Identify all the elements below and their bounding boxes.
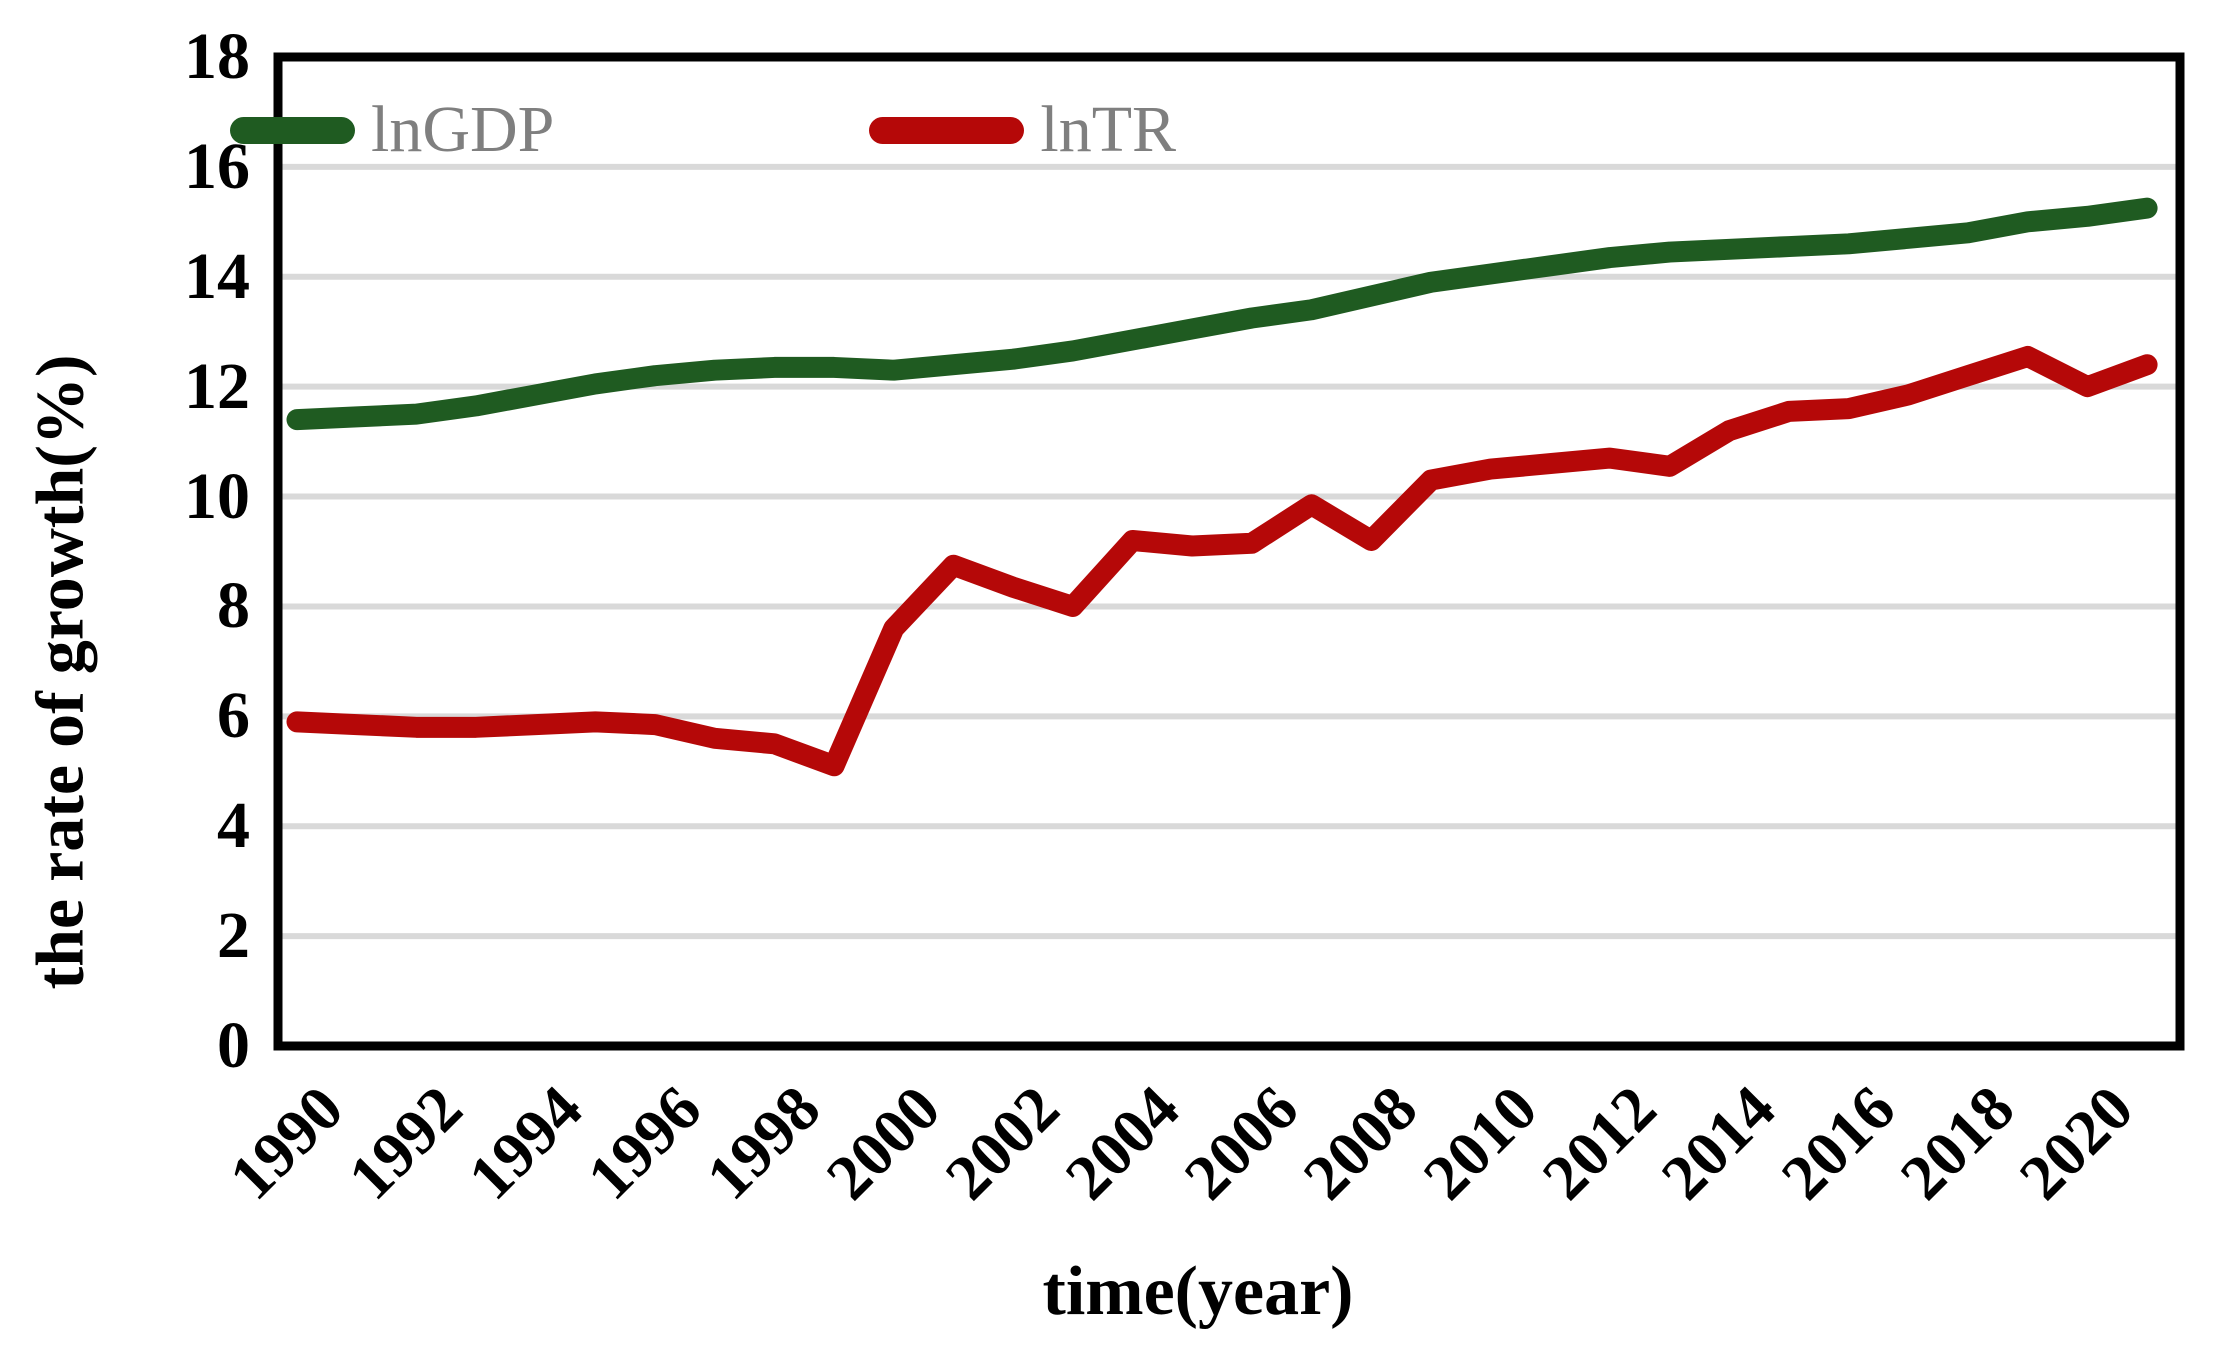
y-tick-label: 2 xyxy=(217,899,250,973)
x-axis-title: time(year) xyxy=(1042,1253,1354,1330)
legend-label-lnTR: lnTR xyxy=(1040,93,1177,166)
lnGDP-line-swatch-icon xyxy=(230,116,355,144)
y-tick-label: 16 xyxy=(184,129,250,203)
y-axis-title: the rate of growth(%) xyxy=(21,354,98,990)
y-tick-label: 8 xyxy=(217,569,250,643)
y-tick-label: 0 xyxy=(217,1009,250,1082)
legend-item-lnTR: lnTR xyxy=(869,96,1176,164)
y-tick-label: 10 xyxy=(184,459,250,533)
legend: lnGDP lnTR xyxy=(230,96,1176,164)
legend-label-lnGDP: lnGDP xyxy=(371,93,555,166)
y-tick-label: 14 xyxy=(184,239,250,313)
lnTR-line-swatch-icon xyxy=(869,116,1025,144)
plot-border xyxy=(273,52,2185,1051)
series-line-lnTR xyxy=(286,345,2158,777)
y-tick-label: 12 xyxy=(184,349,250,423)
y-tick-label: 4 xyxy=(217,789,250,863)
y-tick-label: 6 xyxy=(217,679,250,753)
y-tick-label: 18 xyxy=(184,20,250,93)
legend-item-lnGDP: lnGDP xyxy=(230,96,554,164)
series-line-lnGDP xyxy=(286,197,2158,431)
